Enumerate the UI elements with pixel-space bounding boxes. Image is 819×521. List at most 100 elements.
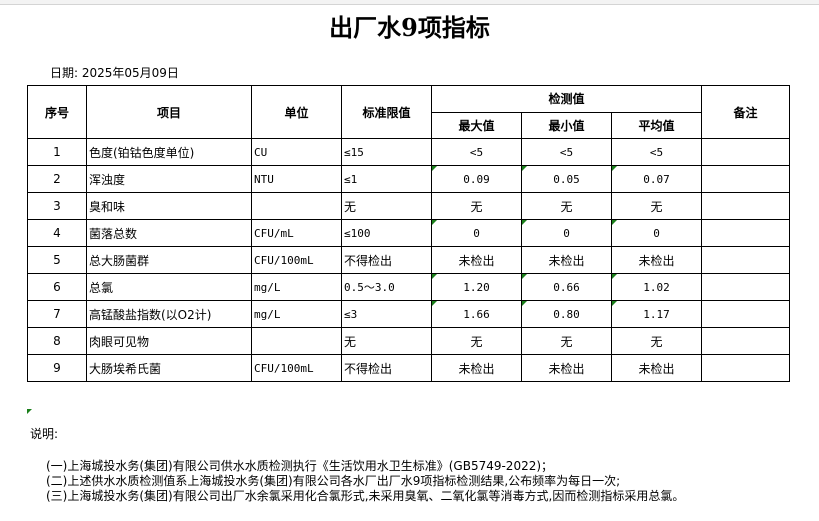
cell-unit[interactable]: mg/L — [251, 273, 342, 301]
cell-max[interactable]: 1.20 — [431, 273, 522, 301]
notes-section: 说明: (一)上海城投水务(集团)有限公司供水水质检测执行《生活饮用水卫生标准》… — [30, 427, 684, 503]
report-date: 日期: 2025年05月09日 — [50, 66, 179, 80]
cell-min[interactable]: 未检出 — [521, 246, 612, 274]
table-row: 6 总氯 mg/L 0.5～3.0 1.20 0.66 1.02 — [27, 273, 790, 301]
table-row: 4 菌落总数 CFU/mL ≤100 0 0 0 — [27, 219, 790, 247]
cell-max[interactable]: <5 — [431, 138, 522, 166]
cell-indicator-icon — [522, 274, 527, 279]
cell-indicator-icon — [612, 166, 617, 171]
cell-seq[interactable]: 3 — [27, 192, 87, 220]
cell-min[interactable]: <5 — [521, 138, 612, 166]
cell-avg[interactable]: 1.17 — [611, 300, 702, 328]
cell-seq[interactable]: 1 — [27, 138, 87, 166]
cell-remark[interactable] — [701, 300, 790, 328]
cell-unit[interactable]: CFU/mL — [251, 219, 342, 247]
cell-indicator-icon — [522, 220, 527, 225]
cell-min[interactable]: 0.05 — [521, 165, 612, 193]
cell-min[interactable]: 未检出 — [521, 354, 612, 382]
cell-avg[interactable]: 1.02 — [611, 273, 702, 301]
cell-limit[interactable]: 不得检出 — [341, 354, 432, 382]
cell-max[interactable]: 0 — [431, 219, 522, 247]
cell-seq[interactable]: 8 — [27, 327, 87, 355]
note-item: (三)上海城投水务(集团)有限公司出厂水余氯采用化合氯形式,未采用臭氧、二氧化氯… — [46, 489, 685, 503]
cell-avg[interactable]: <5 — [611, 138, 702, 166]
cell-min[interactable]: 0.80 — [521, 300, 612, 328]
cell-item[interactable]: 总氯 — [86, 273, 252, 301]
cell-unit[interactable]: CU — [251, 138, 342, 166]
cell-remark[interactable] — [701, 192, 790, 220]
cell-min[interactable]: 无 — [521, 327, 612, 355]
cell-limit[interactable]: ≤1 — [341, 165, 432, 193]
header-measured: 检测值 — [431, 85, 702, 113]
cell-min[interactable]: 0 — [521, 219, 612, 247]
cell-item[interactable]: 臭和味 — [86, 192, 252, 220]
cell-remark[interactable] — [701, 273, 790, 301]
cell-unit[interactable] — [251, 192, 342, 220]
cell-limit[interactable]: 无 — [341, 327, 432, 355]
cell-unit[interactable]: mg/L — [251, 300, 342, 328]
cell-seq[interactable]: 7 — [27, 300, 87, 328]
cell-remark[interactable] — [701, 138, 790, 166]
cell-seq[interactable]: 6 — [27, 273, 87, 301]
cell-seq[interactable]: 4 — [27, 219, 87, 247]
cell-remark[interactable] — [701, 246, 790, 274]
cell-seq[interactable]: 5 — [27, 246, 87, 274]
cell-indicator-icon — [432, 301, 437, 306]
cell-max[interactable]: 未检出 — [431, 354, 522, 382]
cell-unit[interactable]: NTU — [251, 165, 342, 193]
cell-avg[interactable]: 未检出 — [611, 354, 702, 382]
cell-min[interactable]: 0.66 — [521, 273, 612, 301]
cell-limit[interactable]: ≤15 — [341, 138, 432, 166]
cell-max[interactable]: 未检出 — [431, 246, 522, 274]
header-min: 最小值 — [521, 111, 612, 139]
table-row: 1 色度(铂钴色度单位) CU ≤15 <5 <5 <5 — [27, 138, 790, 166]
table-row: 9 大肠埃希氏菌 CFU/100mL 不得检出 未检出 未检出 未检出 — [27, 354, 790, 382]
header-seq: 序号 — [27, 85, 87, 139]
cell-avg[interactable]: 无 — [611, 327, 702, 355]
cell-remark[interactable] — [701, 219, 790, 247]
cell-item[interactable]: 菌落总数 — [86, 219, 252, 247]
cell-indicator-icon — [432, 274, 437, 279]
cell-item[interactable]: 总大肠菌群 — [86, 246, 252, 274]
cell-item[interactable]: 色度(铂钴色度单位) — [86, 138, 252, 166]
cell-unit[interactable] — [251, 327, 342, 355]
cell-remark[interactable] — [701, 165, 790, 193]
cell-avg[interactable]: 无 — [611, 192, 702, 220]
cell-limit[interactable]: 0.5～3.0 — [341, 273, 432, 301]
cell-max[interactable]: 无 — [431, 192, 522, 220]
cell-indicator-icon — [612, 220, 617, 225]
cell-item[interactable]: 肉眼可见物 — [86, 327, 252, 355]
cell-avg[interactable]: 0.07 — [611, 165, 702, 193]
cell-limit[interactable]: 无 — [341, 192, 432, 220]
cell-seq[interactable]: 9 — [27, 354, 87, 382]
cell-max[interactable]: 0.09 — [431, 165, 522, 193]
cell-indicator-icon — [432, 166, 437, 171]
cell-item[interactable]: 大肠埃希氏菌 — [86, 354, 252, 382]
table-row: 7 高锰酸盐指数(以O2计) mg/L ≤3 1.66 0.80 1.17 — [27, 300, 790, 328]
cell-item[interactable]: 高锰酸盐指数(以O2计) — [86, 300, 252, 328]
spreadsheet-header-strip — [0, 0, 819, 5]
cell-remark[interactable] — [701, 354, 790, 382]
note-item: (一)上海城投水务(集团)有限公司供水水质检测执行《生活饮用水卫生标准》(GB5… — [46, 459, 554, 473]
header-item: 项目 — [86, 85, 252, 139]
cell-avg[interactable]: 未检出 — [611, 246, 702, 274]
cell-min[interactable]: 无 — [521, 192, 612, 220]
header-limit: 标准限值 — [341, 85, 432, 139]
header-unit: 单位 — [251, 85, 342, 139]
cell-avg[interactable]: 0 — [611, 219, 702, 247]
cell-indicator-icon — [612, 301, 617, 306]
cell-item[interactable]: 浑浊度 — [86, 165, 252, 193]
notes-label: 说明: — [30, 427, 59, 441]
cell-max[interactable]: 1.66 — [431, 300, 522, 328]
cell-indicator-icon — [612, 274, 617, 279]
note-item: (二)上述供水水质检测值系上海城投水务(集团)有限公司各水厂出厂水9项指标检测结… — [46, 474, 621, 488]
cell-limit[interactable]: ≤3 — [341, 300, 432, 328]
cell-max[interactable]: 无 — [431, 327, 522, 355]
cell-remark[interactable] — [701, 327, 790, 355]
cell-limit[interactable]: ≤100 — [341, 219, 432, 247]
cell-unit[interactable]: CFU/100mL — [251, 246, 342, 274]
cell-seq[interactable]: 2 — [27, 165, 87, 193]
cell-unit[interactable]: CFU/100mL — [251, 354, 342, 382]
water-quality-table: 序号 项目 单位 标准限值 检测值 备注 最大值 最小值 平均值 1 色度(铂钴色… — [27, 85, 790, 382]
cell-limit[interactable]: 不得检出 — [341, 246, 432, 274]
